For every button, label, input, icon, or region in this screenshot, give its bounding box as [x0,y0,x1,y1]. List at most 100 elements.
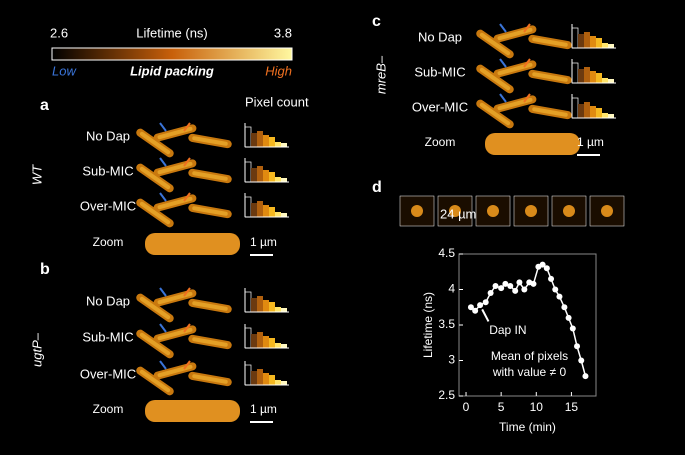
cell-image [187,203,233,219]
data-point [569,325,576,332]
annotation: Dap IN [489,323,526,337]
cell-image [187,334,233,350]
row-label: Over-MIC [80,198,136,213]
arrow [523,23,531,33]
low-label: Low [52,63,77,78]
colorbar-max: 3.8 [274,25,292,40]
data-point [477,302,484,309]
cell-image [187,371,233,387]
histogram [244,360,290,386]
data-point [521,286,528,293]
y-tick-label: 2.5 [438,388,455,402]
data-point [565,314,572,321]
note: with value ≠ 0 [492,365,567,379]
zoom-image [485,133,580,155]
data-point [552,286,559,293]
arrow [183,122,191,132]
row-label: No Dap [86,128,130,143]
arrow [183,323,191,333]
y-tick-label: 3.5 [438,317,455,331]
data-point [543,265,550,272]
histogram [571,23,617,49]
row-label: Zoom [93,402,124,416]
annotation-arrow [481,308,490,322]
panel-letter: c [372,13,381,30]
zoom-image [145,400,240,422]
data-point [548,275,555,282]
row-label: Sub-MIC [82,163,133,178]
histogram [571,93,617,119]
arrow [499,58,507,68]
thumbnail-cell [601,205,613,217]
arrow [159,323,167,333]
data-point [561,304,568,311]
x-tick-label: 10 [530,400,544,414]
row-label: No Dap [86,293,130,308]
strain-label: WT [29,164,44,185]
thumbnail-cell [449,205,461,217]
arrow [183,287,191,297]
row-label: Over-MIC [412,99,468,114]
histogram [244,323,290,349]
cell-image [187,298,233,314]
cell-image [527,69,573,85]
histogram [244,122,290,148]
arrow [159,287,167,297]
data-point [487,290,494,297]
arrow [159,360,167,370]
note: Mean of pixels [491,349,568,363]
data-point [502,280,509,287]
row-label: Zoom [93,235,124,249]
row-label: Sub-MIC [82,329,133,344]
arrow [159,122,167,132]
data-point [507,282,514,289]
data-point [512,287,519,294]
cell-image [187,168,233,184]
data-point [582,373,589,380]
data-point [482,299,489,306]
data-point [578,357,585,364]
scale-label: 24 µm [440,206,476,221]
panel-letter: b [40,261,50,278]
data-point [539,261,546,268]
arrow [159,192,167,202]
histogram [244,192,290,218]
histogram [571,58,617,84]
panel-letter: a [40,97,49,114]
line-chart: 2.5 3 3.5 4 4.5 0 5 10 15 Time (min) Lifetime (ns)… [421,246,597,434]
histogram [244,287,290,313]
data-point [530,280,537,287]
x-tick-label: 0 [463,400,470,414]
data-point [556,293,563,300]
row-label: Sub-MIC [414,64,465,79]
colorbar-title: Lifetime (ns) [136,25,208,40]
colorbar-min: 2.6 [50,25,68,40]
x-axis-label: Time (min) [499,420,556,434]
pixel-count-label: Pixel count [245,94,309,109]
arrow [159,157,167,167]
scale-label: 1 µm [250,402,277,416]
row-label: Zoom [425,135,456,149]
data-point [467,304,474,311]
arrow [523,93,531,103]
thumbnail-cell [487,205,499,217]
thumbnail-cell [525,205,537,217]
row-label: No Dap [418,29,462,44]
thumbnail [437,195,473,227]
colorbar-subtitle: Lipid packing [130,63,214,78]
arrow [183,360,191,370]
scale-label: 1 µm [577,135,604,149]
high-label: High [265,63,292,78]
cell-image [527,34,573,50]
arrow [499,93,507,103]
arrow [183,192,191,202]
arrow [523,58,531,68]
thumbnail-cell [563,205,575,217]
y-tick-label: 3 [448,353,455,367]
row-label: Over-MIC [80,366,136,381]
data-point [516,279,523,286]
arrow [183,157,191,167]
y-axis-label: Lifetime (ns) [421,292,435,358]
colorbar [51,47,293,61]
